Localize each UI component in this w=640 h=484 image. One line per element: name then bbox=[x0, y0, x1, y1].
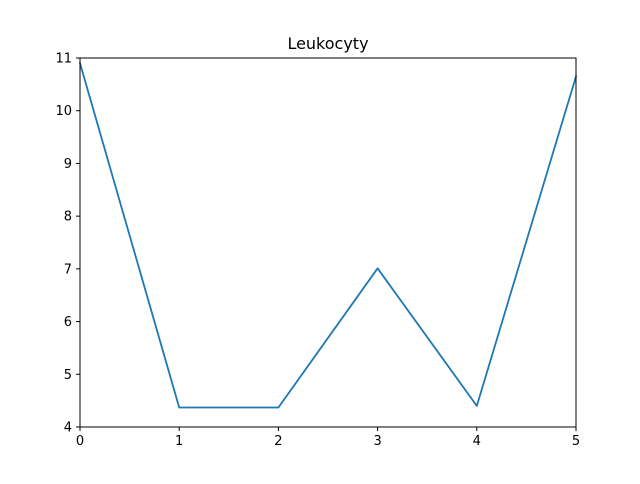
x-tick-label: 2 bbox=[274, 434, 282, 449]
x-tick-label: 4 bbox=[473, 434, 481, 449]
x-tick-label: 1 bbox=[175, 434, 183, 449]
x-tick-label: 3 bbox=[373, 434, 381, 449]
x-axis: 0 1 2 3 4 5 bbox=[76, 427, 580, 449]
y-tick-label: 8 bbox=[64, 210, 72, 225]
y-tick-label: 4 bbox=[64, 421, 72, 436]
chart-title: Leukocyty bbox=[287, 34, 368, 53]
plot-area bbox=[79, 57, 577, 428]
y-tick-label: 7 bbox=[64, 262, 72, 277]
series-line-0 bbox=[78, 62, 578, 409]
plot-frame bbox=[79, 57, 577, 428]
y-tick-label: 9 bbox=[64, 157, 72, 172]
y-axis: 4 5 6 7 8 9 10 11 bbox=[55, 52, 80, 436]
x-tick-label: 0 bbox=[76, 434, 84, 449]
y-tick-label: 11 bbox=[55, 52, 72, 67]
y-tick-label: 5 bbox=[64, 368, 72, 383]
series-layer bbox=[78, 62, 578, 409]
y-tick-label: 10 bbox=[55, 104, 72, 119]
y-tick-label: 6 bbox=[64, 315, 72, 330]
x-tick-label: 5 bbox=[572, 434, 580, 449]
